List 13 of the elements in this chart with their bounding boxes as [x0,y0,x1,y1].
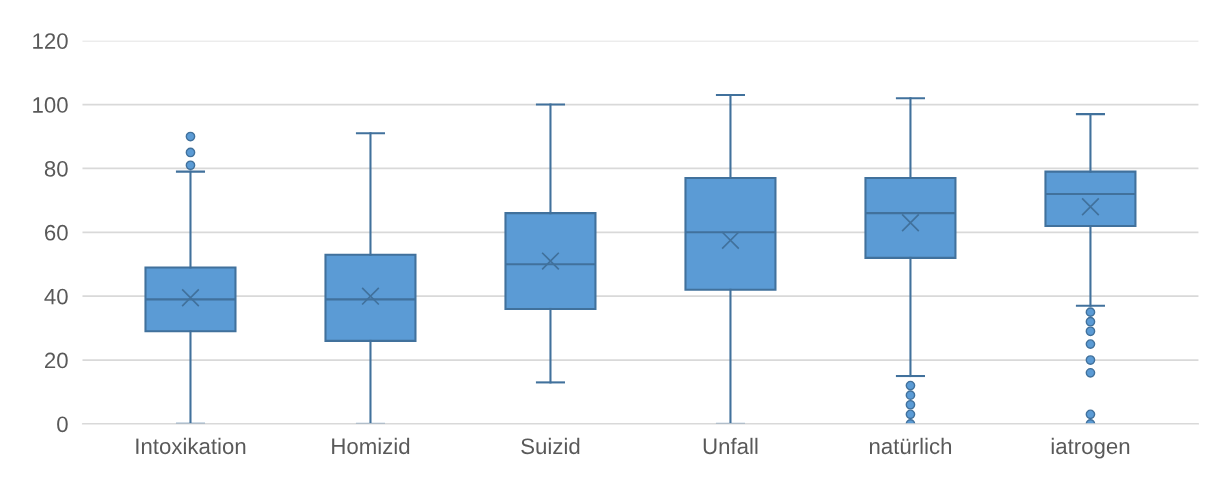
y-tick-label: 120 [33,33,68,49]
y-tick-label: 60 [45,224,68,241]
x-tick-label: natürlich [869,437,952,455]
x-tick-label: iatrogen [1051,437,1130,459]
y-tick-label: 0 [57,416,68,433]
y-tick-label: 80 [44,160,68,177]
y-tick-label: 20 [45,352,68,369]
x-tick-label: Homizid [332,437,410,455]
x-tick-label: Intoxikation [136,437,246,455]
x-tick-label: Unfall [703,437,758,455]
y-tick-label: 100 [33,97,68,113]
y-tick-label: 40 [44,288,68,305]
x-tick-label: Suizid [521,437,580,455]
